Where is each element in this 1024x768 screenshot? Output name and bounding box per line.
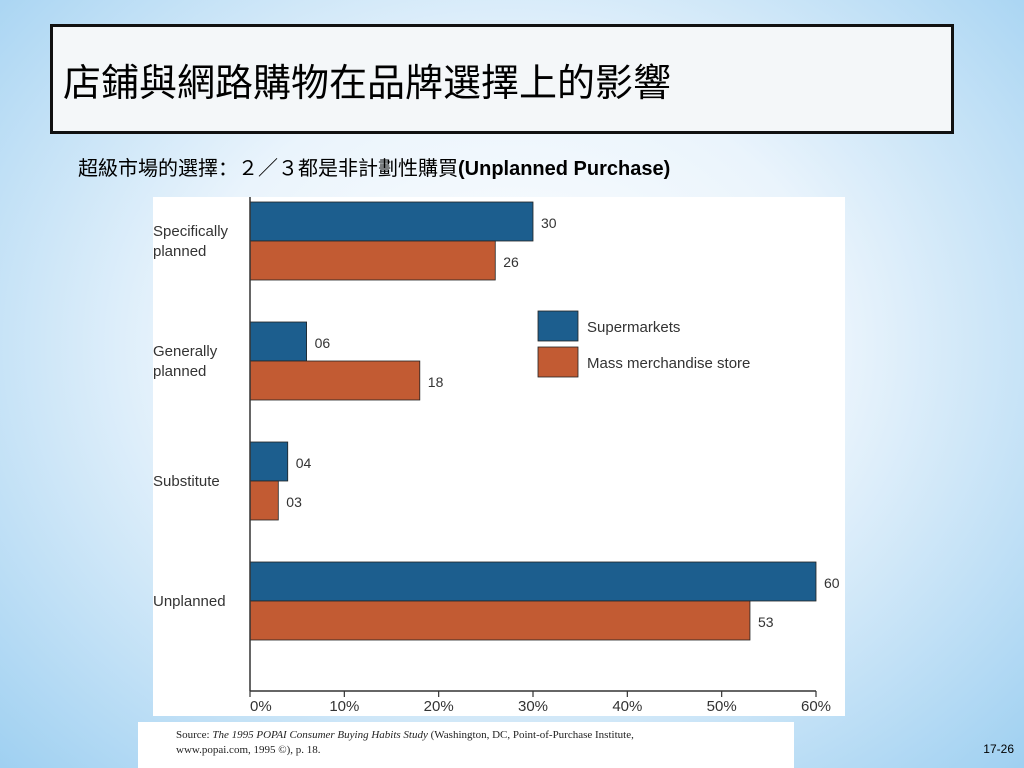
subtitle-zh: 超級市場的選擇：２／３都是非計劃性購買 bbox=[78, 156, 458, 180]
bar-chart: 30 06 04 60 26 18 03 53 Specifically planned Gener… bbox=[153, 197, 840, 715]
legend-label: Mass merchandise store bbox=[587, 355, 750, 372]
source-title: The 1995 POPAI Consumer Buying Habits St… bbox=[212, 729, 428, 741]
bar-mass-merchandise bbox=[249, 360, 421, 401]
bar-mass-merchandise bbox=[249, 480, 279, 521]
category-label: Substitute bbox=[153, 473, 220, 490]
category-label: Specifically bbox=[153, 223, 229, 240]
bar-value-label: 60 bbox=[824, 575, 840, 591]
bar-supermarkets bbox=[249, 561, 817, 602]
legend-swatch bbox=[537, 310, 579, 342]
x-tick-label: 30% bbox=[518, 698, 548, 715]
bar-supermarkets bbox=[249, 441, 289, 482]
category-label: planned bbox=[153, 363, 206, 380]
bar-value-label: 06 bbox=[315, 335, 331, 351]
bar-value-label: 53 bbox=[758, 614, 774, 630]
source-citation: Source: The 1995 POPAI Consumer Buying H… bbox=[138, 722, 794, 768]
source-rest: (Washington, DC, Point-of-Purchase Insti… bbox=[427, 729, 634, 741]
category-label: Unplanned bbox=[153, 593, 226, 610]
x-tick-label: 20% bbox=[424, 698, 454, 715]
bar-value-label: 30 bbox=[541, 215, 557, 231]
bar-value-label: 03 bbox=[286, 494, 302, 510]
slide-subtitle: 超級市場的選擇：２／３都是非計劃性購買(Unplanned Purchase) bbox=[78, 152, 670, 181]
bar-supermarkets bbox=[249, 201, 534, 242]
category-label: Generally bbox=[153, 343, 218, 360]
category-label: planned bbox=[153, 243, 206, 260]
subtitle-en: (Unplanned Purchase) bbox=[458, 158, 671, 180]
bar-mass-merchandise bbox=[249, 240, 496, 281]
slide-title: 店鋪與網路購物在品牌選擇上的影響 bbox=[63, 60, 672, 105]
x-tick-label: 0% bbox=[250, 698, 272, 715]
chart-panel: 30 06 04 60 26 18 03 53 Specifically planned Gener… bbox=[153, 197, 845, 716]
legend-swatch bbox=[537, 346, 579, 378]
x-tick-label: 40% bbox=[612, 698, 642, 715]
legend-label: Supermarkets bbox=[587, 319, 680, 336]
source-prefix: Source: bbox=[176, 729, 213, 741]
x-tick-label: 10% bbox=[329, 698, 359, 715]
bar-value-label: 18 bbox=[428, 374, 444, 390]
bar-value-label: 04 bbox=[296, 455, 312, 471]
title-box: 店鋪與網路購物在品牌選擇上的影響 bbox=[50, 24, 954, 134]
source-line2: www.popai.com, 1995 ©), p. 18. bbox=[176, 744, 321, 756]
x-tick-label: 60% bbox=[801, 698, 831, 715]
bar-mass-merchandise bbox=[249, 600, 751, 641]
page-number: 17-26 bbox=[983, 742, 1014, 756]
bar-value-label: 26 bbox=[503, 254, 519, 270]
bar-supermarkets bbox=[249, 321, 307, 362]
x-tick-label: 50% bbox=[707, 698, 737, 715]
